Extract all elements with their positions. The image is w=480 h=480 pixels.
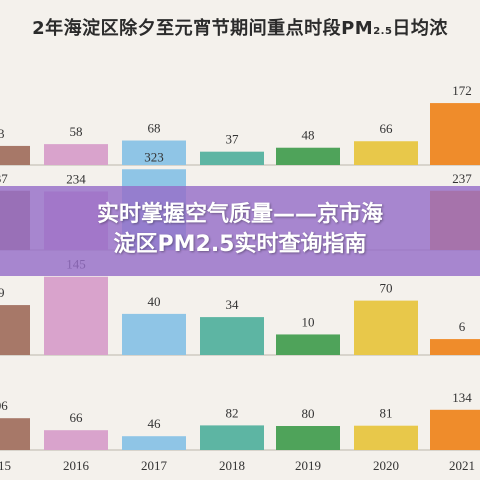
data-label-2016: 234 xyxy=(66,172,86,187)
data-label-2016: 58 xyxy=(70,124,83,139)
data-label-2019: 48 xyxy=(302,128,315,143)
data-label-2017: 40 xyxy=(148,294,161,309)
x-tick-2021: 2021 xyxy=(449,458,475,473)
bar-2015 xyxy=(0,305,30,355)
bar-2020 xyxy=(354,425,418,450)
x-tick-2016: 2016 xyxy=(63,458,90,473)
data-label-2015: 237 xyxy=(0,171,8,186)
data-label-2019: 80 xyxy=(302,406,315,421)
data-label-2019: 10 xyxy=(302,314,315,329)
bar-2017 xyxy=(122,140,186,165)
article-title-banner xyxy=(0,186,480,276)
bar-2021 xyxy=(430,339,480,355)
bar-2020 xyxy=(354,300,418,355)
bar-2020 xyxy=(354,141,418,165)
x-tick-2017: 2017 xyxy=(141,458,168,473)
chart-title: 2年海淀区除夕至元宵节期间重点时段PM2.5日均浓 xyxy=(0,14,480,40)
x-tick-2015: 2015 xyxy=(0,458,11,473)
bar-2019 xyxy=(276,426,340,450)
chart-panel-4: 106 66 46 82 80 81 134 xyxy=(0,390,480,451)
data-label-2020: 66 xyxy=(380,121,394,136)
data-label-2017: 323 xyxy=(144,149,164,164)
data-label-2021: 6 xyxy=(459,319,466,334)
article-title[interactable]: 实时掌握空气质量——京市海 淀区PM2.5实时查询指南 xyxy=(0,200,480,260)
chart-title-subscript: 2.5 xyxy=(373,26,393,37)
bar-2018 xyxy=(200,151,264,165)
data-label-2018: 34 xyxy=(226,297,240,312)
article-title-line-1: 实时掌握空气质量——京市海 xyxy=(96,202,383,227)
bar-2019 xyxy=(276,334,340,355)
bar-2019 xyxy=(276,147,340,165)
bar-2017 xyxy=(122,436,186,450)
bar-2016 xyxy=(44,276,108,355)
x-tick-2020: 2020 xyxy=(373,458,399,473)
x-tick-2018: 2018 xyxy=(219,458,245,473)
chart-title-end: 日均浓 xyxy=(392,18,448,39)
data-label-2016: 66 xyxy=(70,410,84,425)
bar-2015 xyxy=(0,418,30,450)
bar-2021 xyxy=(430,409,480,450)
data-label-2015: 53 xyxy=(0,126,5,141)
data-label-2018: 82 xyxy=(226,405,239,420)
data-label-2015: 106 xyxy=(0,398,8,413)
bar-2015 xyxy=(0,145,30,165)
data-label-2021: 237 xyxy=(452,171,472,186)
bar-2018 xyxy=(200,425,264,450)
data-label-2021: 134 xyxy=(452,390,472,405)
data-label-2021: 172 xyxy=(452,83,472,98)
chart-title-text: 2年海淀区除夕至元宵节期间重点时段PM xyxy=(32,18,374,39)
bar-2018 xyxy=(200,317,264,355)
bar-2017 xyxy=(122,313,186,355)
data-label-2018: 37 xyxy=(226,132,240,147)
data-label-2017: 68 xyxy=(148,121,161,136)
bar-2021 xyxy=(430,103,480,165)
chart-panel-1: 53 58 68 37 48 66 172 xyxy=(0,83,480,166)
article-title-line-2: 淀区PM2.5实时查询指南 xyxy=(113,232,367,257)
data-label-2017: 46 xyxy=(148,416,162,431)
data-label-2020: 81 xyxy=(380,406,393,421)
bar-2016 xyxy=(44,430,108,450)
chart-panel-3: 59145403410706 xyxy=(0,257,480,356)
bar-2016 xyxy=(44,144,108,165)
data-label-2020: 70 xyxy=(380,281,393,296)
data-label-2015: 59 xyxy=(0,285,5,300)
x-tick-2019: 2019 xyxy=(295,458,321,473)
